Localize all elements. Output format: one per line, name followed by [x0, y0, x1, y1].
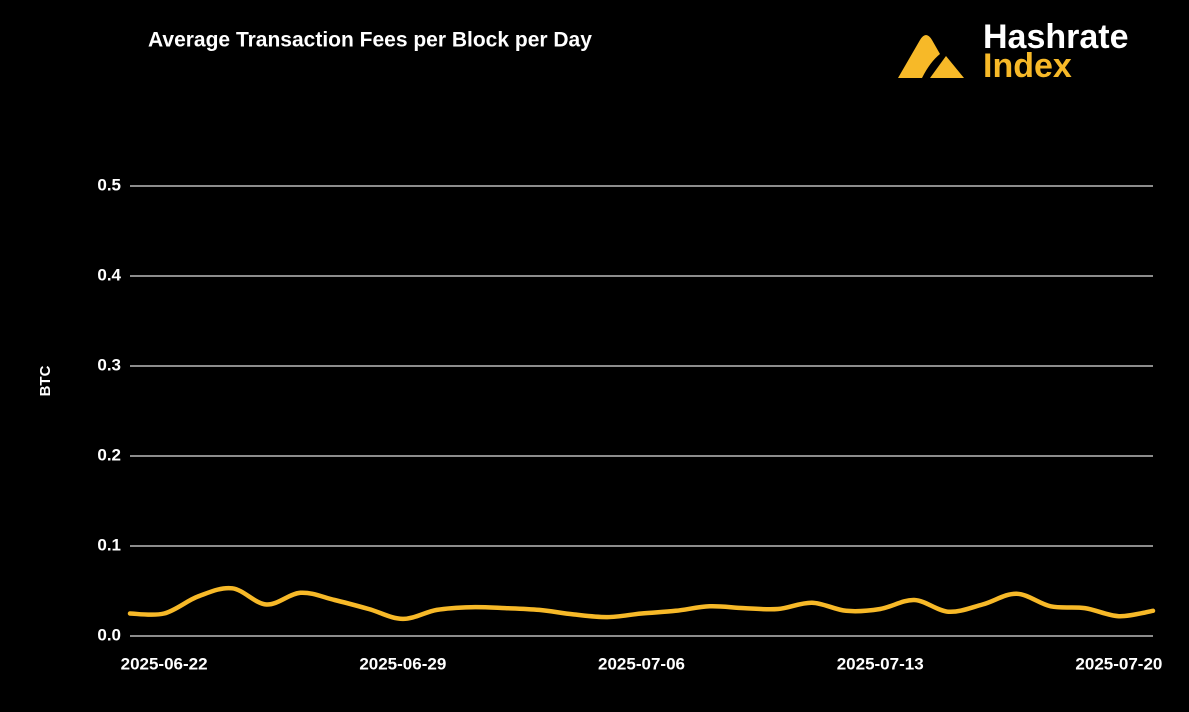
chart-title: Average Transaction Fees per Block per D…	[148, 29, 592, 52]
logo-text: Index	[983, 47, 1072, 85]
x-tick-label: 2025-07-20	[1075, 654, 1162, 673]
x-tick-label: 2025-06-22	[121, 654, 208, 673]
x-tick-label: 2025-07-13	[837, 654, 924, 673]
x-tick-label: 2025-06-29	[359, 654, 446, 673]
x-tick-label: 2025-07-06	[598, 654, 685, 673]
y-axis-label: BTC	[37, 365, 54, 396]
y-tick-label: 0.2	[97, 445, 121, 464]
logo-text: Hashrate	[983, 18, 1129, 56]
y-tick-label: 0.0	[97, 625, 121, 644]
logo-icon	[930, 56, 964, 78]
data-line	[127, 585, 1156, 622]
y-tick-label: 0.4	[97, 265, 121, 284]
y-tick-label: 0.5	[97, 175, 121, 194]
y-tick-label: 0.3	[97, 355, 121, 374]
logo-icon	[898, 35, 940, 78]
logo: Hashrate Index	[898, 18, 1129, 85]
y-tick-label: 0.1	[97, 535, 121, 554]
